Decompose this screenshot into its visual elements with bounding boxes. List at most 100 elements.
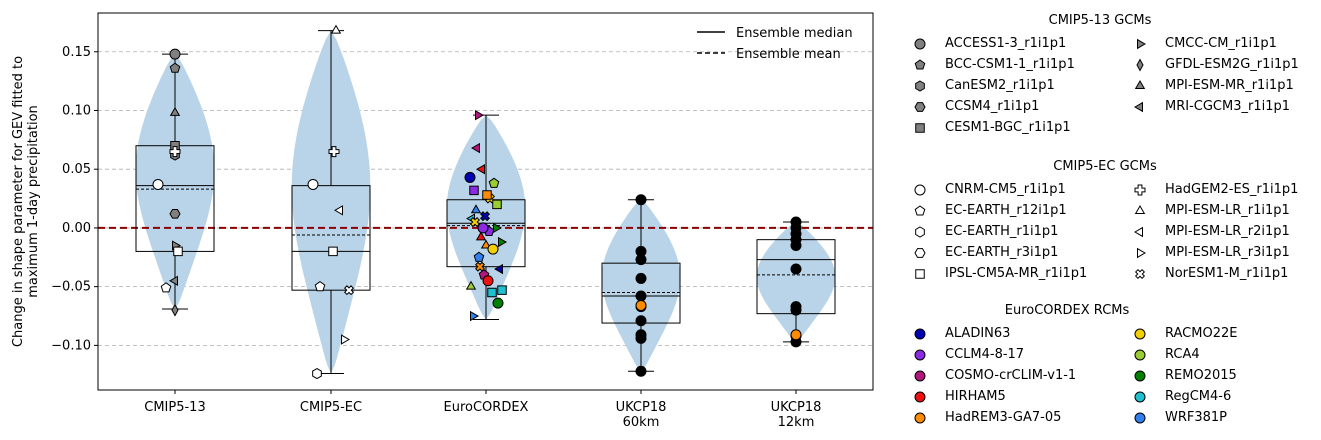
- legend-marker-icon: [913, 37, 927, 51]
- legend-marker-icon: [1133, 348, 1147, 362]
- legend-marker-icon: [1133, 369, 1147, 383]
- legend-item-label: IPSL-CM5A-MR_r1i1p1: [945, 265, 1087, 283]
- legend-marker-icon: [913, 183, 927, 197]
- legend-marker-icon: [1133, 100, 1147, 114]
- legend-title: CMIP5-EC GCMs: [1053, 159, 1157, 174]
- x-tick-label: CMIP5-EC: [300, 400, 362, 415]
- legend-marker-icon: [913, 58, 927, 72]
- point-ukcp60: [636, 333, 646, 343]
- legend-item-label: CNRM-CM5_r1i1p1: [945, 181, 1066, 199]
- legend-item-label: MPI-ESM-LR_r2i1p1: [1165, 223, 1290, 241]
- legend-marker-icon: [1133, 79, 1147, 93]
- legend-marker-icon: [913, 204, 927, 218]
- point-cmip13: [174, 247, 183, 256]
- legend-item-label: RCA4: [1165, 346, 1200, 364]
- legend-item-label: WRF381P: [1165, 409, 1227, 427]
- legend-marker-icon: [1133, 183, 1147, 197]
- y-tick-label: 0.05: [62, 162, 91, 177]
- point-eurocordex: [493, 298, 503, 308]
- legend-item-label: COSMO-crCLIM-v1-1: [945, 367, 1076, 385]
- legend-item-label: BCC-CSM1-1_r1i1p1: [945, 56, 1075, 74]
- point-cmip13: [172, 305, 178, 316]
- point-eurocordex: [483, 276, 493, 286]
- y-tick-label: −0.10: [51, 338, 91, 353]
- point-eurocordex: [488, 244, 498, 254]
- legend-item-label: EC-EARTH_r12i1p1: [945, 202, 1067, 220]
- legend-item-label: HadREM3-GA7-05: [945, 409, 1061, 427]
- legend-title: CMIP5-13 GCMs: [1049, 13, 1152, 28]
- legend-item-label: ALADIN63: [945, 325, 1010, 343]
- y-tick-label: 0.15: [62, 45, 91, 60]
- legend-marker-icon: [913, 100, 927, 114]
- point-cmipec: [313, 369, 322, 379]
- point-cmip13: [170, 210, 180, 219]
- legend-item-label: GFDL-ESM2G_r1i1p1: [1165, 56, 1299, 74]
- point-ukcp60: [636, 316, 646, 326]
- y-tick-label: 0.00: [62, 221, 91, 236]
- point-ukcp60: [636, 255, 646, 265]
- point-cmipec: [329, 247, 338, 256]
- legend-marker-icon: [913, 369, 927, 383]
- plot-legend: Ensemble median Ensemble mean: [697, 26, 853, 62]
- point-cmip13: [170, 49, 180, 59]
- legend-marker-icon: [913, 121, 927, 135]
- legend-marker-icon: [1133, 411, 1147, 425]
- legend-item-label: HadGEM2-ES_r1i1p1: [1165, 181, 1298, 199]
- y-axis-label: Change in shape parameter for GEV fitted…: [11, 56, 41, 347]
- point-ukcp12-highlight: [791, 330, 801, 340]
- legend-item-label: HIRHAM5: [945, 388, 1006, 406]
- legend-marker-icon: [913, 79, 927, 93]
- legend-item-label: REMO2015: [1165, 367, 1237, 385]
- x-tick-label: UKCP18 12km: [771, 400, 822, 430]
- point-eurocordex: [465, 172, 475, 182]
- legend-marker-icon: [913, 327, 927, 341]
- legend-item-label: MRI-CGCM3_r1i1p1: [1165, 98, 1290, 116]
- legend-item-label: RegCM4-6: [1165, 388, 1231, 406]
- legend-item-label: MPI-ESM-LR_r3i1p1: [1165, 244, 1290, 262]
- legend-marker-icon: [913, 246, 927, 260]
- y-tick-label: −0.05: [51, 280, 91, 295]
- point-eurocordex: [488, 288, 497, 297]
- legend-marker-icon: [1133, 246, 1147, 260]
- legend-marker-icon: [1133, 225, 1147, 239]
- point-cmipec: [332, 26, 341, 33]
- legend-item-label: CanESM2_r1i1p1: [945, 77, 1055, 95]
- legend-marker-icon: [913, 267, 927, 281]
- legend-marker-icon: [913, 390, 927, 404]
- point-ukcp60: [636, 195, 646, 205]
- x-tick-label: CMIP5-13: [144, 400, 205, 415]
- legend-marker-icon: [1133, 267, 1147, 281]
- legend-marker-icon: [1133, 37, 1147, 51]
- legend-item-label: EC-EARTH_r1i1p1: [945, 223, 1058, 241]
- point-eurocordex: [483, 191, 492, 200]
- point-ukcp60-highlight: [636, 300, 646, 310]
- legend-item-label: NorESM1-M_r1i1p1: [1165, 265, 1288, 283]
- legend-item-label: CESM1-BGC_r1i1p1: [945, 119, 1071, 137]
- legend-item-label: EC-EARTH_r3i1p1: [945, 244, 1058, 262]
- legend-marker-icon: [1133, 58, 1147, 72]
- legend-mean-label: Ensemble mean: [736, 47, 841, 62]
- point-ukcp60: [636, 366, 646, 376]
- point-ukcp60: [636, 273, 646, 283]
- x-tick-label: EuroCORDEX: [444, 400, 529, 415]
- legend-item-label: RACMO22E: [1165, 325, 1237, 343]
- legend-marker-icon: [913, 348, 927, 362]
- x-axis: CMIP5-13 CMIP5-EC EuroCORDEX UKCP18 60km UKCP…: [144, 390, 821, 430]
- x-tick-label: UKCP18 60km: [616, 400, 667, 430]
- point-ukcp12: [791, 241, 801, 251]
- legend-marker-icon: [1133, 327, 1147, 341]
- point-eurocordex: [470, 186, 479, 195]
- point-ukcp12: [791, 264, 801, 274]
- point-ukcp60: [636, 291, 646, 301]
- legend-marker-icon: [913, 225, 927, 239]
- legend-title: EuroCORDEX RCMs: [1005, 303, 1130, 318]
- point-ukcp12: [791, 305, 801, 315]
- legend-item-label: MPI-ESM-LR_r1i1p1: [1165, 202, 1290, 220]
- legend-item-label: ACCESS1-3_r1i1p1: [945, 35, 1066, 53]
- point-cmipec: [308, 179, 318, 189]
- y-tick-label: 0.10: [62, 103, 91, 118]
- legend-item-label: CMCC-CM_r1i1p1: [1165, 35, 1277, 53]
- legend-item-label: CCSM4_r1i1p1: [945, 98, 1039, 116]
- point-cmipec: [342, 335, 350, 344]
